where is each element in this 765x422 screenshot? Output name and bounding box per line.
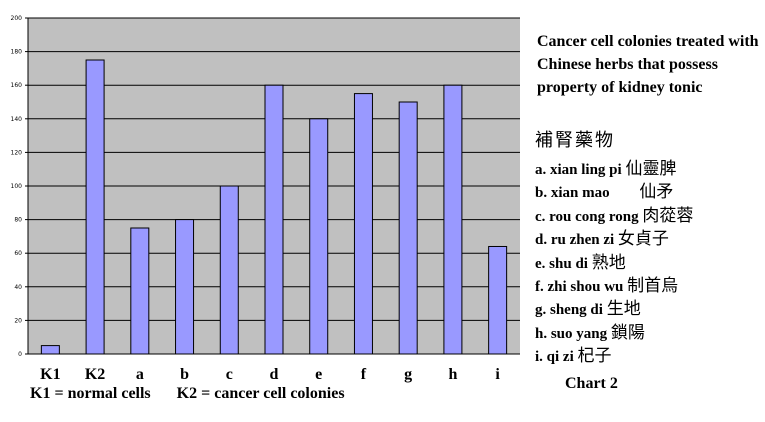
bar-e xyxy=(309,118,329,355)
herb-letter: b. xyxy=(535,185,548,202)
footnote-k2: K2 = cancer cell colonies xyxy=(176,385,345,402)
herb-letter: g. xyxy=(535,302,547,319)
bar-a xyxy=(130,227,150,355)
herb-pinyin: ru zhen zi xyxy=(550,232,615,249)
herb-letter: h. xyxy=(535,325,548,342)
y-axis-ticks: 0 20 40 60 80 100 120 140 160 180 200 xyxy=(11,15,28,358)
herb-item: c. rou cong rong 肉蓯蓉 xyxy=(535,205,693,228)
chart-label: Chart 2 xyxy=(565,375,618,392)
herb-item: b. xian mao 仙矛 xyxy=(535,181,693,204)
y-tick-label: 180 xyxy=(11,49,23,56)
herb-item: f. zhi shou wu 制首烏 xyxy=(535,275,693,298)
herb-heading: 補腎藥物 xyxy=(535,130,615,151)
bar-c xyxy=(219,185,239,355)
y-tick-label: 60 xyxy=(14,250,22,257)
x-tick-label: d xyxy=(270,366,279,383)
bars xyxy=(40,59,508,355)
herb-pinyin: sheng di xyxy=(550,302,603,319)
y-tick-label: 160 xyxy=(11,82,23,89)
herb-pinyin: rou cong rong xyxy=(549,208,639,225)
y-tick-label: 0 xyxy=(18,351,22,358)
herb-chinese: 杞子 xyxy=(577,346,612,367)
bar-K1 xyxy=(40,345,60,355)
herb-letter: e. xyxy=(535,255,546,272)
herb-item: h. suo yang 鎖陽 xyxy=(535,322,693,345)
herb-letter: f. xyxy=(535,278,544,295)
x-tick-label: h xyxy=(448,366,457,383)
y-tick-label: 40 xyxy=(14,284,22,291)
bar-chart: 0 20 40 60 80 100 120 140 160 180 200 K1 K2 a b c d e f g h… xyxy=(11,15,520,383)
herb-pinyin: xian mao xyxy=(550,185,610,202)
herb-item: g. sheng di 生地 xyxy=(535,298,693,321)
x-tick-label: a xyxy=(136,366,144,383)
bar-i xyxy=(488,245,508,355)
herb-chinese: 肉蓯蓉 xyxy=(642,205,694,226)
herb-letter: i. xyxy=(535,349,543,366)
bar-f xyxy=(353,93,373,355)
x-tick-label: i xyxy=(495,366,500,383)
herb-chinese: 生地 xyxy=(606,299,641,320)
y-tick-label: 200 xyxy=(11,15,23,22)
x-tick-label: c xyxy=(226,366,233,383)
herb-list: a. xian ling pi 仙靈脾 b. xian mao 仙矛 c. ro… xyxy=(535,158,693,369)
herb-letter: c. xyxy=(535,208,546,225)
y-tick-label: 100 xyxy=(11,183,23,190)
y-tick-label: 140 xyxy=(11,116,23,123)
herb-item: i. qi zi 杞子 xyxy=(535,345,693,368)
herb-pinyin: xian ling pi xyxy=(550,162,622,178)
herb-item: e. shu di 熟地 xyxy=(535,252,693,275)
x-tick-label: g xyxy=(404,366,412,383)
x-tick-label: e xyxy=(315,366,322,383)
x-tick-label: f xyxy=(361,366,367,383)
herb-pinyin: qi zi xyxy=(546,349,574,366)
herb-letter: a. xyxy=(535,162,547,178)
bar-b xyxy=(175,219,195,355)
x-tick-label: K1 xyxy=(40,366,60,383)
bar-g xyxy=(398,101,418,355)
herb-letter: d. xyxy=(535,232,548,249)
herb-chinese: 制首烏 xyxy=(627,275,679,296)
herb-chinese: 鎖陽 xyxy=(610,322,645,343)
x-tick-label: K2 xyxy=(85,366,105,383)
herb-pinyin: zhi shou wu xyxy=(547,278,624,295)
bar-K2 xyxy=(85,59,105,355)
chart-title: Cancer cell colonies treated with Chines… xyxy=(537,33,759,96)
herb-chinese: 仙矛 xyxy=(639,182,674,203)
x-axis-labels: K1 K2 a b c d e f g h i xyxy=(40,366,500,383)
y-tick-label: 120 xyxy=(11,149,23,156)
y-tick-label: 20 xyxy=(14,317,22,324)
herb-item: a. xian ling pi 仙靈脾 xyxy=(535,158,693,181)
herb-pinyin: suo yang xyxy=(550,325,608,342)
footnote: K1 = normal cells K2 = cancer cell coloni… xyxy=(30,385,371,403)
herb-chinese: 熟地 xyxy=(591,252,626,273)
x-tick-label: b xyxy=(180,366,189,383)
herb-item: d. ru zhen zi 女貞子 xyxy=(535,228,693,251)
herb-chinese: 仙靈脾 xyxy=(625,159,677,179)
herb-chinese: 女貞子 xyxy=(617,229,669,250)
herb-pinyin: shu di xyxy=(549,255,588,272)
bar-d xyxy=(264,84,284,355)
bar-h xyxy=(443,84,463,355)
y-tick-label: 80 xyxy=(14,217,22,224)
footnote-k1: K1 = normal cells xyxy=(30,385,151,402)
